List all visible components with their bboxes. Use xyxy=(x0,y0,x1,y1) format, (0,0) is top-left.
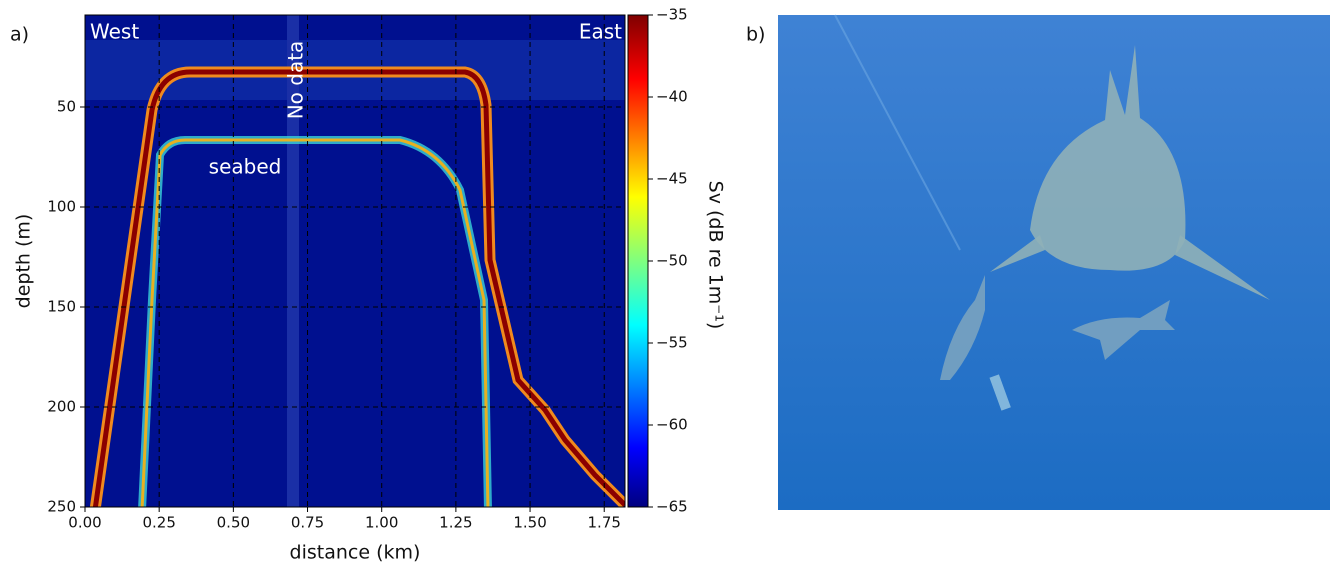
echogram xyxy=(85,15,625,507)
photo xyxy=(778,14,1330,510)
panel-label: a) xyxy=(10,24,29,46)
y-tick-label: 200 xyxy=(47,398,76,416)
y-tick-label: 150 xyxy=(47,298,76,316)
y-tick-label: 100 xyxy=(47,198,76,216)
colorbar-label: Sv (dB re 1m⁻¹) xyxy=(705,181,727,330)
colorbar-tick-label: −45 xyxy=(656,170,688,188)
annotation: East xyxy=(579,20,622,44)
seabed-echo-core xyxy=(92,69,625,507)
y-axis-label: depth (m) xyxy=(13,214,35,309)
annotation: seabed xyxy=(209,155,282,179)
colorbar xyxy=(627,14,649,508)
x-tick-label: 0.25 xyxy=(142,514,175,532)
colorbar-tick-label: −50 xyxy=(656,252,688,270)
colorbar-tick-label: −35 xyxy=(656,6,688,24)
annotation: No data xyxy=(284,41,308,120)
plot-frame xyxy=(84,14,626,508)
x-tick-label: 1.50 xyxy=(513,514,546,532)
colorbar-tick-label: −55 xyxy=(656,334,688,352)
x-tick-label: 0.00 xyxy=(68,514,101,532)
colorbar-tick-label: −65 xyxy=(656,498,688,516)
x-tick-label: 0.50 xyxy=(217,514,250,532)
y-tick-label: 50 xyxy=(57,98,76,116)
x-tick-label: 1.25 xyxy=(439,514,472,532)
colorbar-tick-label: −40 xyxy=(656,88,688,106)
second-echo-core xyxy=(140,138,490,507)
y-tick-label: 250 xyxy=(47,498,76,516)
x-axis-label: distance (km) xyxy=(290,542,421,564)
panel-label: b) xyxy=(746,24,765,46)
x-tick-label: 0.75 xyxy=(291,514,324,532)
photo-background xyxy=(778,15,1330,510)
colorbar-tick-label: −60 xyxy=(656,416,688,434)
x-tick-label: 1.00 xyxy=(365,514,398,532)
x-tick-label: 1.75 xyxy=(588,514,621,532)
annotation: West xyxy=(90,20,139,44)
